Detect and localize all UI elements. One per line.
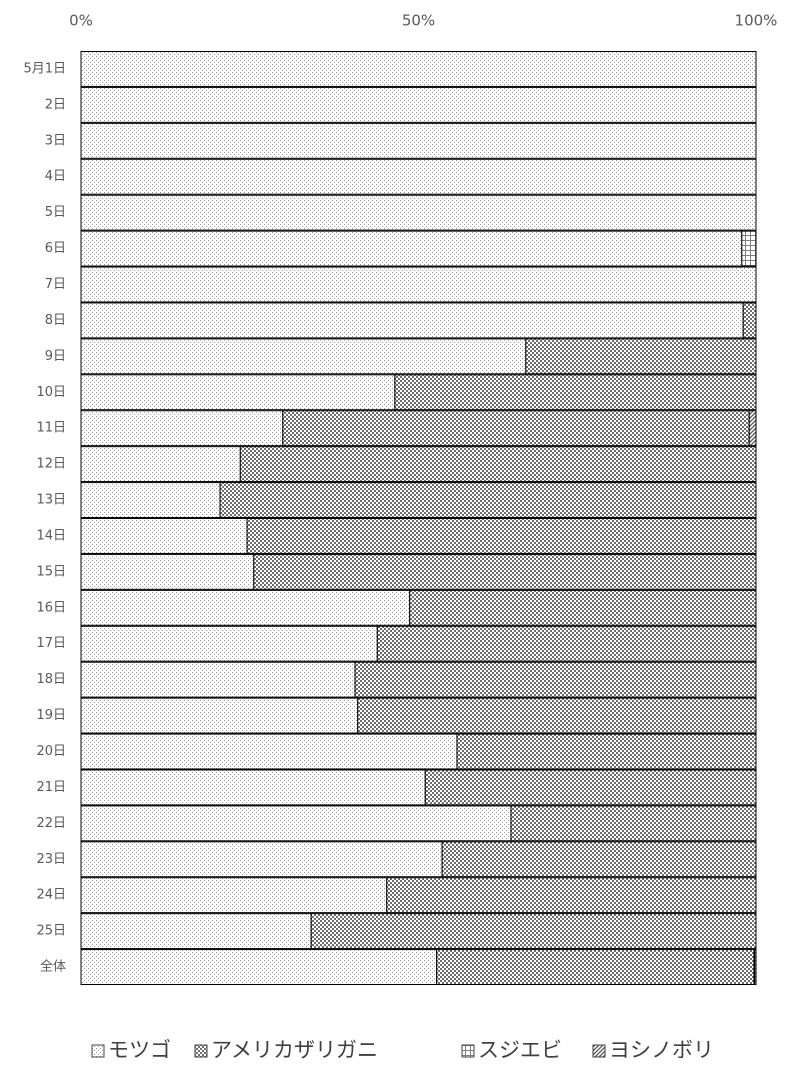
bar-segment xyxy=(357,697,757,734)
bar-segment xyxy=(80,230,743,267)
y-tick-label: 20日 xyxy=(36,744,66,759)
legend-swatch xyxy=(194,1044,208,1058)
y-tick-label: 5月1日 xyxy=(23,61,66,76)
bar-segment xyxy=(754,949,757,985)
bar-segment xyxy=(80,841,443,878)
bar-segment xyxy=(80,877,388,914)
bar-segment xyxy=(742,302,757,339)
y-tick-label: 17日 xyxy=(36,636,66,651)
bar-segment xyxy=(80,122,757,159)
x-tick-label: 50% xyxy=(402,12,435,30)
bar-segment xyxy=(80,302,744,339)
bar-segment xyxy=(80,51,757,87)
bar-segment xyxy=(424,769,757,806)
y-tick-label: 24日 xyxy=(36,888,66,903)
y-tick-label: 19日 xyxy=(36,708,66,723)
y-tick-label: 23日 xyxy=(36,852,66,867)
bar-segment xyxy=(80,338,527,375)
bar-segment xyxy=(741,230,757,267)
bar-segment xyxy=(80,158,757,195)
y-tick-label: 22日 xyxy=(36,816,66,831)
bar-segment xyxy=(80,266,757,303)
bar-segment xyxy=(436,949,755,985)
y-tick-label: 12日 xyxy=(36,457,66,472)
bar-segment xyxy=(219,482,757,519)
bar-segment xyxy=(310,913,757,950)
y-tick-label: 21日 xyxy=(36,780,66,795)
bar-segment xyxy=(394,374,757,411)
legend-swatch xyxy=(592,1044,606,1058)
y-tick-label: 5日 xyxy=(45,205,66,220)
bar-segment xyxy=(80,553,255,590)
legend-label: アメリカザリガニ xyxy=(211,1038,378,1062)
legend-label: モツゴ xyxy=(108,1038,171,1062)
y-tick-label: 14日 xyxy=(36,528,66,543)
bar-segment xyxy=(456,733,757,770)
bar-segment xyxy=(80,661,356,698)
bar-segment xyxy=(253,553,757,590)
bar-segment xyxy=(80,769,426,806)
bar-segment xyxy=(80,194,757,231)
bar-segment xyxy=(80,86,757,123)
bar-segment xyxy=(409,589,757,626)
bar-segment xyxy=(80,410,284,447)
bar-segment xyxy=(80,949,438,985)
bar-segment xyxy=(282,410,750,447)
y-tick-label: 6日 xyxy=(45,241,66,256)
bar-segment xyxy=(510,805,757,842)
bar-segment xyxy=(441,841,757,878)
legend-label: スジエビ xyxy=(478,1038,562,1062)
bar-segment xyxy=(246,518,757,554)
bar-segment xyxy=(80,913,312,950)
y-tick-label: 全体 xyxy=(40,959,66,975)
y-tick-label: 2日 xyxy=(45,97,66,112)
y-tick-label: 10日 xyxy=(36,385,66,400)
x-tick-label: 100% xyxy=(735,12,778,30)
bar-segment xyxy=(80,518,248,554)
legend-swatch xyxy=(461,1044,475,1058)
bar-segment xyxy=(386,877,757,914)
bar-segment xyxy=(748,410,757,447)
y-tick-label: 16日 xyxy=(36,600,66,615)
y-tick-label: 18日 xyxy=(36,672,66,687)
y-tick-label: 11日 xyxy=(36,421,66,436)
y-tick-label: 7日 xyxy=(45,277,66,292)
y-tick-label: 3日 xyxy=(45,133,66,148)
bar-segment xyxy=(80,625,378,662)
bar-segment xyxy=(80,374,396,411)
legend-label: ヨシノボリ xyxy=(609,1038,714,1062)
bar-segment xyxy=(80,589,411,626)
x-tick-label: 0% xyxy=(69,12,93,30)
bar-segment xyxy=(354,661,757,698)
y-tick-label: 9日 xyxy=(45,349,66,364)
bar-segment xyxy=(376,625,757,662)
bar-segment xyxy=(239,446,757,483)
bar-segment xyxy=(80,805,512,842)
y-tick-label: 8日 xyxy=(45,313,66,328)
legend-swatch xyxy=(91,1044,105,1058)
bar-segment xyxy=(80,482,221,519)
y-tick-label: 15日 xyxy=(36,564,66,579)
bar-segment xyxy=(80,697,359,734)
y-tick-label: 25日 xyxy=(36,924,66,939)
bar-segment xyxy=(525,338,757,375)
y-tick-label: 4日 xyxy=(45,169,66,184)
y-tick-label: 13日 xyxy=(36,493,66,508)
bar-segment xyxy=(80,733,458,770)
bar-segment xyxy=(80,446,241,483)
